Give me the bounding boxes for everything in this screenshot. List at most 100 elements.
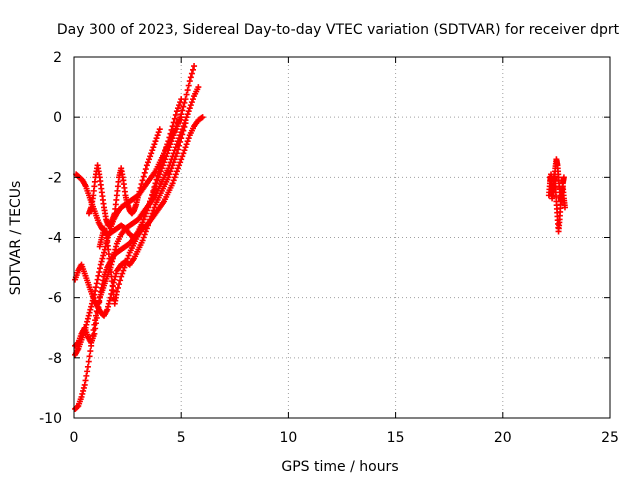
series-track-g xyxy=(96,96,185,307)
data-point xyxy=(83,321,90,328)
data-point xyxy=(164,141,171,148)
data-point xyxy=(124,255,131,262)
data-point xyxy=(113,243,120,250)
data-point xyxy=(147,198,154,205)
data-point xyxy=(180,127,187,134)
x-tick-label: 15 xyxy=(387,430,405,446)
data-point xyxy=(183,91,190,98)
y-axis-label: SDTVAR / TECUs xyxy=(8,181,24,296)
data-point xyxy=(96,293,103,300)
data-point xyxy=(135,192,142,199)
data-point xyxy=(95,272,102,279)
data-point xyxy=(185,82,192,89)
series-track-c xyxy=(72,120,189,319)
data-point xyxy=(146,201,153,208)
data-point xyxy=(183,114,190,121)
data-point xyxy=(139,177,146,184)
data-point xyxy=(183,141,190,148)
data-point xyxy=(188,99,195,106)
data-point xyxy=(176,162,183,169)
data-point xyxy=(157,161,164,168)
data-point xyxy=(99,255,106,262)
data-point xyxy=(84,363,91,370)
data-point xyxy=(136,228,143,235)
data-point xyxy=(168,165,175,172)
y-tick-label: 2 xyxy=(53,50,62,66)
data-point xyxy=(179,153,186,160)
data-point xyxy=(86,309,93,316)
data-point xyxy=(101,249,108,256)
data-point xyxy=(187,74,194,81)
data-point xyxy=(189,96,196,103)
data-point xyxy=(181,147,188,154)
data-points xyxy=(72,63,568,412)
data-point xyxy=(146,156,153,163)
data-point xyxy=(119,270,126,277)
data-point xyxy=(174,105,181,112)
data-point xyxy=(83,372,90,379)
data-point xyxy=(139,237,146,244)
data-point xyxy=(187,102,194,109)
data-point xyxy=(199,114,206,121)
data-point xyxy=(159,154,166,161)
data-point xyxy=(138,181,145,188)
data-point xyxy=(82,377,89,384)
data-point xyxy=(117,277,124,284)
data-point xyxy=(80,384,87,391)
data-point xyxy=(171,174,178,181)
data-point xyxy=(181,123,188,130)
data-point xyxy=(141,213,148,220)
data-point xyxy=(98,258,105,265)
data-point xyxy=(170,119,177,126)
data-point xyxy=(154,172,161,179)
data-point xyxy=(184,87,191,94)
data-point xyxy=(191,63,198,70)
data-point xyxy=(156,165,163,172)
data-point xyxy=(138,222,145,229)
data-point xyxy=(84,368,91,375)
data-point xyxy=(88,300,95,307)
data-point xyxy=(91,291,98,298)
data-point xyxy=(100,252,107,259)
data-point xyxy=(113,288,120,295)
data-point xyxy=(144,159,151,166)
data-point xyxy=(171,115,178,122)
y-tick-label: -6 xyxy=(48,291,62,307)
data-point xyxy=(118,273,125,280)
series-track-f xyxy=(86,126,163,229)
data-point xyxy=(97,288,104,295)
data-point xyxy=(81,381,88,388)
data-point xyxy=(158,157,165,164)
data-point xyxy=(560,174,567,181)
data-point xyxy=(140,216,147,223)
data-point xyxy=(180,150,187,157)
data-point xyxy=(169,123,176,130)
data-point xyxy=(87,306,94,313)
data-point xyxy=(120,267,127,274)
data-point xyxy=(163,144,170,151)
data-point xyxy=(170,177,177,184)
data-point xyxy=(178,135,185,142)
data-point xyxy=(182,144,189,151)
data-point xyxy=(165,138,172,145)
x-tick-label: 20 xyxy=(494,430,512,446)
data-point xyxy=(177,99,184,106)
data-point xyxy=(106,297,113,304)
data-point xyxy=(185,108,192,115)
data-point xyxy=(150,187,157,194)
data-point xyxy=(171,156,178,163)
data-point xyxy=(92,325,99,332)
data-point xyxy=(137,225,144,232)
data-point xyxy=(153,176,160,183)
data-point xyxy=(172,171,179,178)
y-tick-label: 0 xyxy=(53,110,62,126)
data-point xyxy=(114,284,121,291)
axis-ticks: 0 5 10 15 20 25 -10 -8 -6 -4 -2 0 2 xyxy=(39,50,619,446)
data-point xyxy=(149,191,156,198)
series-track-i xyxy=(545,156,567,205)
data-point xyxy=(156,126,163,133)
data-point xyxy=(96,265,103,272)
data-point xyxy=(188,70,195,77)
